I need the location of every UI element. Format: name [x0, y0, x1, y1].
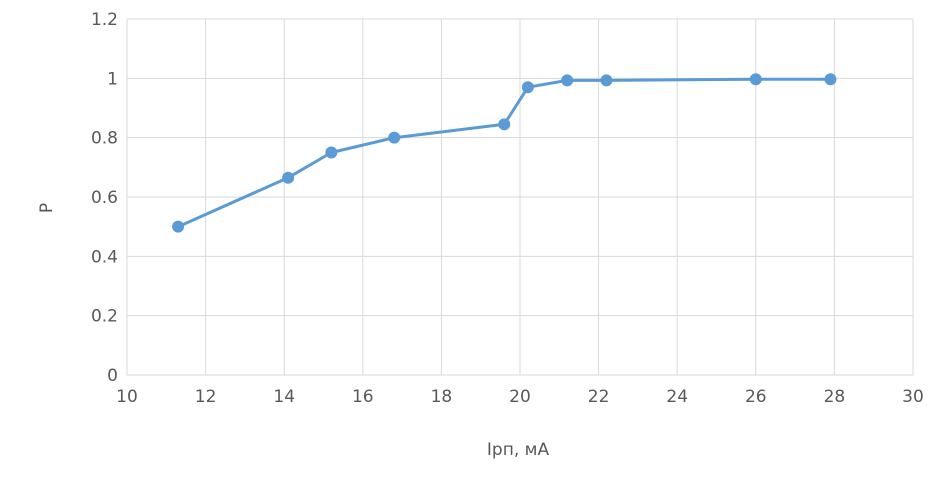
x-tick-label: 10 — [116, 387, 138, 407]
x-tick-label: 30 — [902, 387, 924, 407]
data-point — [388, 131, 401, 144]
data-point — [282, 171, 295, 184]
data-point — [498, 118, 511, 131]
y-axis-tick-labels: 0 0.2 0.4 0.6 0.8 1 1.2 — [91, 10, 118, 386]
x-tick-label: 24 — [666, 387, 688, 407]
x-tick-label: 26 — [745, 387, 767, 407]
data-point — [561, 74, 574, 87]
x-tick-label: 22 — [588, 387, 610, 407]
data-point — [600, 74, 613, 87]
y-tick-label: 1.2 — [91, 10, 118, 30]
y-axis-title: P — [37, 203, 57, 213]
gridlines — [126, 18, 914, 376]
data-point — [172, 220, 185, 233]
y-tick-label: 0.4 — [91, 247, 118, 267]
x-axis-title: Iрп, мА — [487, 440, 550, 460]
x-tick-label: 28 — [824, 387, 846, 407]
y-tick-label: 0 — [107, 366, 118, 386]
y-tick-label: 1 — [107, 69, 118, 89]
data-point — [824, 73, 837, 86]
series-layer — [172, 73, 837, 233]
data-point — [749, 73, 762, 86]
x-tick-label: 16 — [352, 387, 374, 407]
y-tick-label: 0.6 — [91, 188, 118, 208]
x-tick-label: 20 — [509, 387, 531, 407]
series-line — [176, 77, 832, 229]
data-point — [325, 146, 338, 159]
x-tick-label: 12 — [195, 387, 217, 407]
x-tick-label: 14 — [273, 387, 295, 407]
y-tick-label: 0.2 — [91, 307, 118, 327]
data-point — [521, 81, 534, 94]
x-tick-label: 18 — [431, 387, 453, 407]
y-tick-label: 0.8 — [91, 129, 118, 149]
x-axis-tick-labels: 10 12 14 16 18 20 22 24 26 28 30 — [116, 387, 924, 407]
